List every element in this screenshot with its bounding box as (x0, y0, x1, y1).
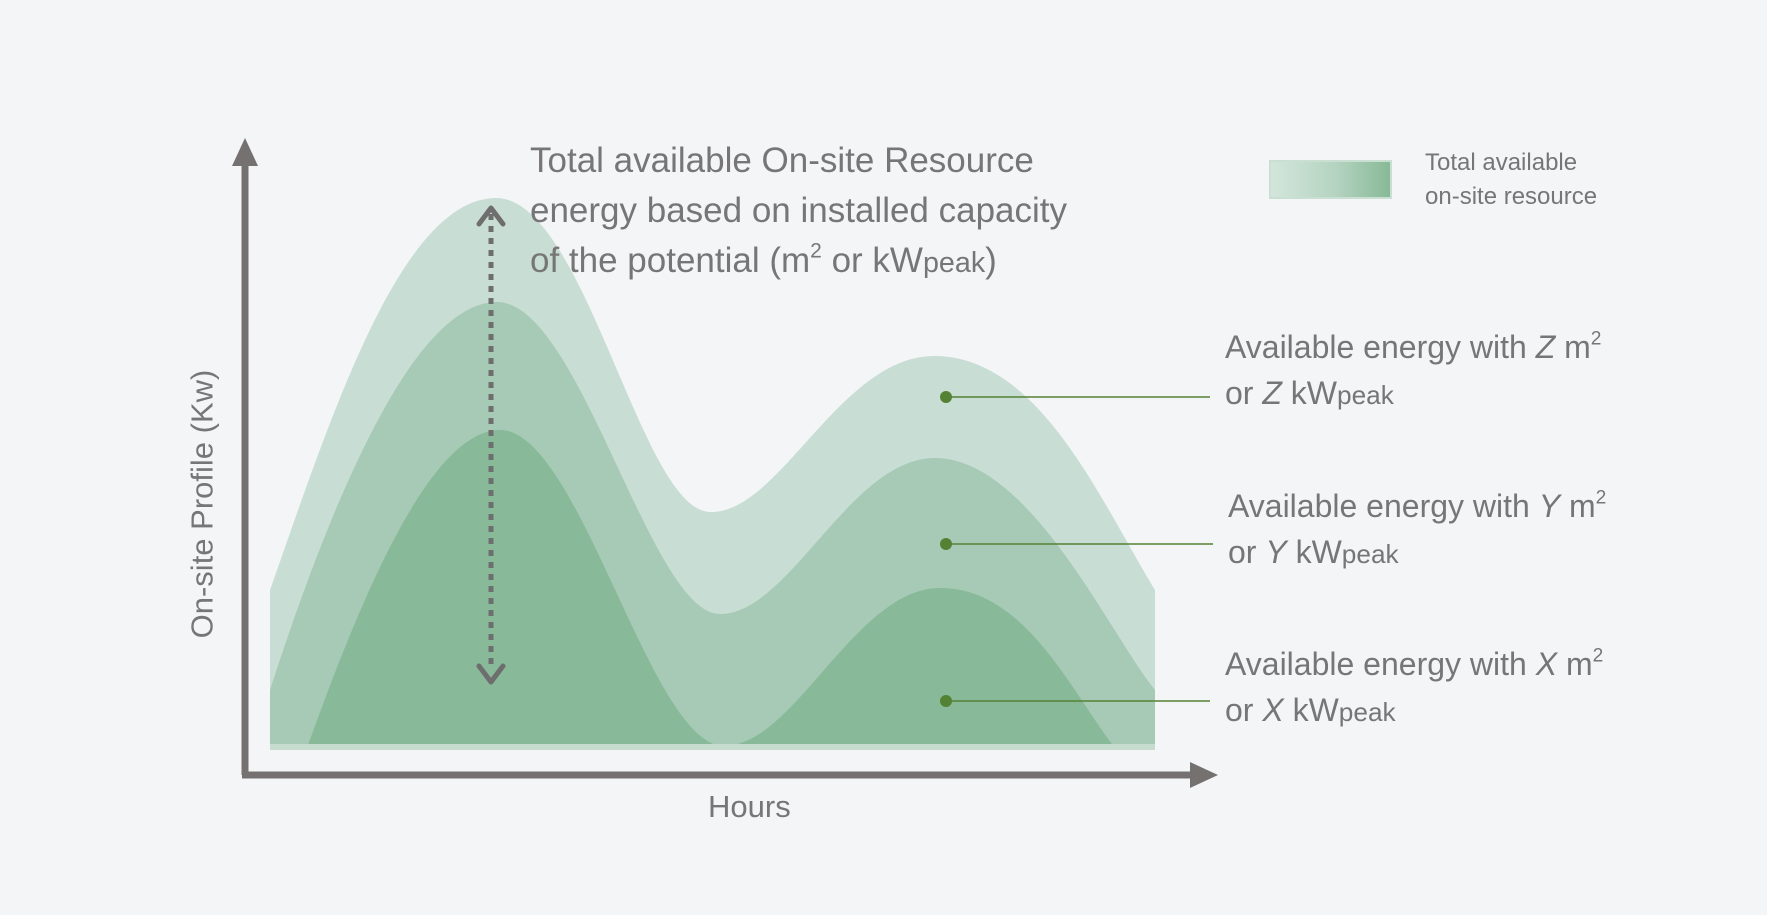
callout-z-line-1: Available energy with Z m2 (1225, 324, 1601, 370)
callout-x-var-2: X (1262, 692, 1284, 728)
annotation-line-3-pre: of the potential (m (530, 241, 811, 280)
capacity-arrow-bottom (476, 663, 506, 685)
legend-line-2: on-site resource (1425, 183, 1598, 210)
callout-y-sub: peak (1341, 539, 1399, 569)
annotation-line-3-sup: 2 (810, 239, 822, 263)
legend-swatch (1269, 160, 1392, 199)
y-axis-label: On-site Profile (Kw) (184, 369, 220, 639)
callout-z-unit: m (1555, 329, 1591, 365)
leader-dot-x (940, 695, 952, 707)
energy-layer-x (307, 430, 1115, 748)
callout-x: Available energy with X m2 or X kWpeak (1225, 641, 1603, 735)
callout-x-line-1: Available energy with X m2 (1225, 641, 1603, 687)
callout-y-line-1: Available energy with Y m2 (1228, 483, 1606, 529)
annotation-line-3: of the potential (m2 or kWpeak) (530, 236, 1067, 288)
leader-dot-y (940, 538, 952, 550)
callout-z-pre: Available energy with (1225, 329, 1536, 365)
legend-label: Total available on-site resource (1425, 146, 1597, 214)
callout-x-unit: m (1557, 646, 1593, 682)
callout-z-line-2: or Z kWpeak (1225, 370, 1601, 418)
callout-y-kw: kW (1286, 534, 1342, 570)
x-axis-arrowhead (1190, 762, 1218, 788)
callout-z-kw: kW (1281, 375, 1337, 411)
callout-y-line-2: or Y kWpeak (1228, 529, 1606, 577)
callout-y-unit: m (1560, 488, 1596, 524)
callout-x-sub: peak (1338, 697, 1396, 727)
callout-y-var: Y (1538, 488, 1561, 524)
callout-z-or: or (1225, 375, 1263, 411)
annotation-line-2: energy based on installed capacity (530, 191, 1068, 230)
annotation-line-1: Total available On-site Resource (530, 141, 1034, 180)
y-axis-arrowhead (232, 138, 258, 166)
legend-line-1: Total available (1425, 149, 1578, 176)
chart-baseline-strip (270, 744, 1155, 750)
callout-z: Available energy with Z m2 or Z kWpeak (1225, 324, 1601, 418)
callout-x-sup: 2 (1592, 645, 1604, 667)
x-axis-label: Hours (708, 789, 791, 824)
callout-y-sup: 2 (1595, 487, 1607, 509)
callout-x-pre: Available energy with (1225, 646, 1536, 682)
capacity-arrow-top (476, 205, 506, 227)
callout-z-var-2: Z (1262, 375, 1282, 411)
callout-y-pre: Available energy with (1228, 488, 1539, 524)
callout-z-sup: 2 (1590, 328, 1602, 350)
annotation-line-3-mid: or kW (821, 241, 923, 280)
callout-y: Available energy with Y m2 or Y kWpeak (1228, 483, 1606, 577)
callout-z-sub: peak (1336, 380, 1394, 410)
callout-x-line-2: or X kWpeak (1225, 687, 1603, 735)
callout-y-or: or (1228, 534, 1266, 570)
callout-x-var: X (1535, 646, 1558, 682)
callout-x-kw: kW (1283, 692, 1339, 728)
callout-x-or: or (1225, 692, 1263, 728)
annotation-line-3-post: ) (985, 241, 997, 280)
callout-z-var: Z (1535, 329, 1556, 365)
callout-y-var-2: Y (1265, 534, 1287, 570)
capacity-annotation: Total available On-site Resource energy … (530, 136, 1067, 288)
leader-dot-z (940, 391, 952, 403)
annotation-line-3-sub: peak (922, 247, 986, 279)
